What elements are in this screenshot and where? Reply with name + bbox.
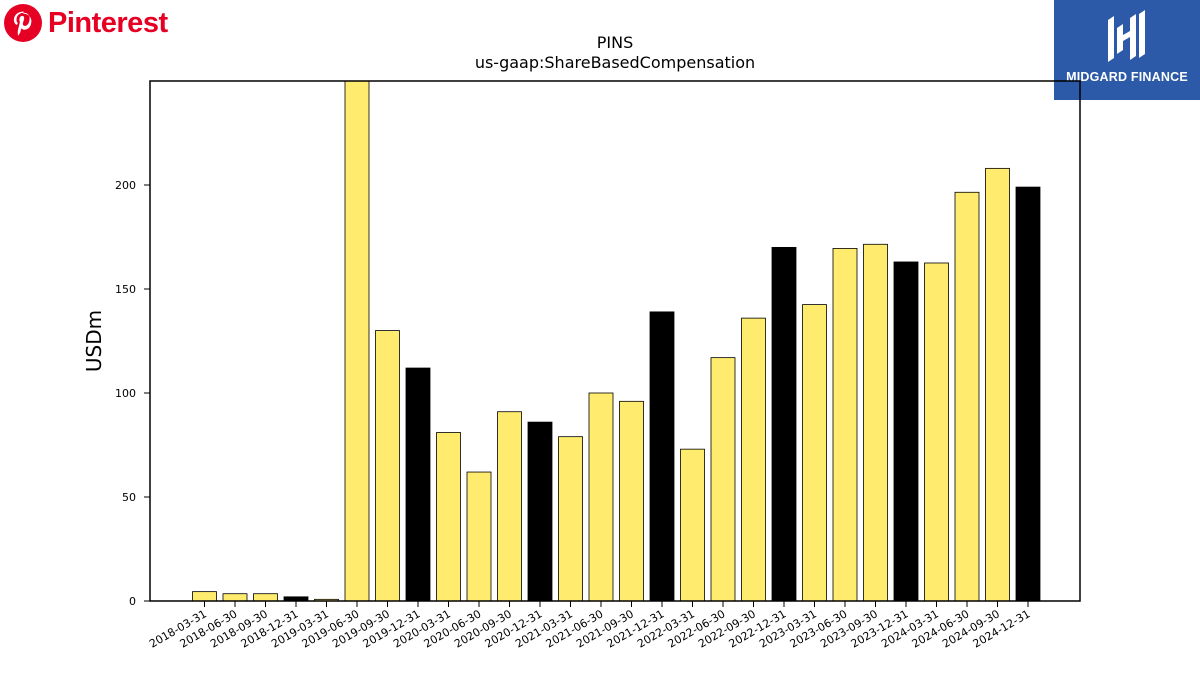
y-axis-label: USDm [82, 310, 106, 372]
bar-2021-06-30 [588, 392, 614, 602]
bar-2020-06-30 [466, 471, 492, 602]
bar-2021-12-31 [649, 311, 675, 602]
bar-2023-12-31 [893, 261, 919, 602]
y-tick-label: 200 [115, 179, 136, 192]
bar-2023-06-30 [832, 248, 858, 602]
bar-2020-03-31 [436, 432, 461, 602]
bar-2021-09-30 [619, 400, 644, 602]
y-axis: 0 50 100 150 200 [115, 179, 150, 608]
bar-2018-09-30 [253, 593, 278, 602]
y-tick-label: 50 [122, 491, 136, 504]
bars-group [192, 80, 1041, 602]
bar-2021-03-31 [558, 436, 583, 602]
bar-2020-12-31 [527, 421, 553, 602]
pinterest-logo: Pinterest [4, 4, 168, 42]
bar-2024-03-31 [924, 262, 949, 602]
x-axis: 2018-03-312018-06-302018-09-302018-12-31… [147, 601, 1033, 651]
chart-title: PINS [597, 33, 634, 52]
bar-2022-12-31 [771, 246, 797, 602]
bar-2024-12-31 [1015, 186, 1041, 602]
bar-2023-09-30 [863, 243, 888, 602]
bar-2023-03-31 [802, 304, 827, 602]
pinterest-p-icon [4, 4, 42, 42]
plot-frame [149, 80, 1081, 602]
y-tick-label: 100 [115, 387, 136, 400]
midgard-logo-icon [1108, 10, 1145, 62]
watermark-text: MIDGARD FINANCE [1066, 70, 1188, 84]
bar-2022-03-31 [680, 448, 705, 602]
midgard-watermark: MIDGARD FINANCE [1054, 0, 1200, 100]
bar-2018-06-30 [222, 593, 248, 602]
bar-2020-09-30 [497, 411, 522, 602]
bar-2022-09-30 [741, 317, 766, 602]
y-tick-label: 150 [115, 283, 136, 296]
bar-2024-09-30 [985, 167, 1010, 602]
bar-2018-03-31 [192, 591, 217, 602]
bar-2024-06-30 [954, 191, 980, 602]
bar-2019-12-31 [405, 367, 431, 602]
bar-2022-06-30 [710, 357, 736, 602]
brand-name: Pinterest [48, 6, 168, 39]
chart-subtitle: us-gaap:ShareBasedCompensation [475, 53, 755, 72]
bar-2019-06-30 [344, 80, 370, 602]
y-tick-label: 0 [129, 595, 136, 608]
bar-2019-09-30 [375, 330, 400, 602]
